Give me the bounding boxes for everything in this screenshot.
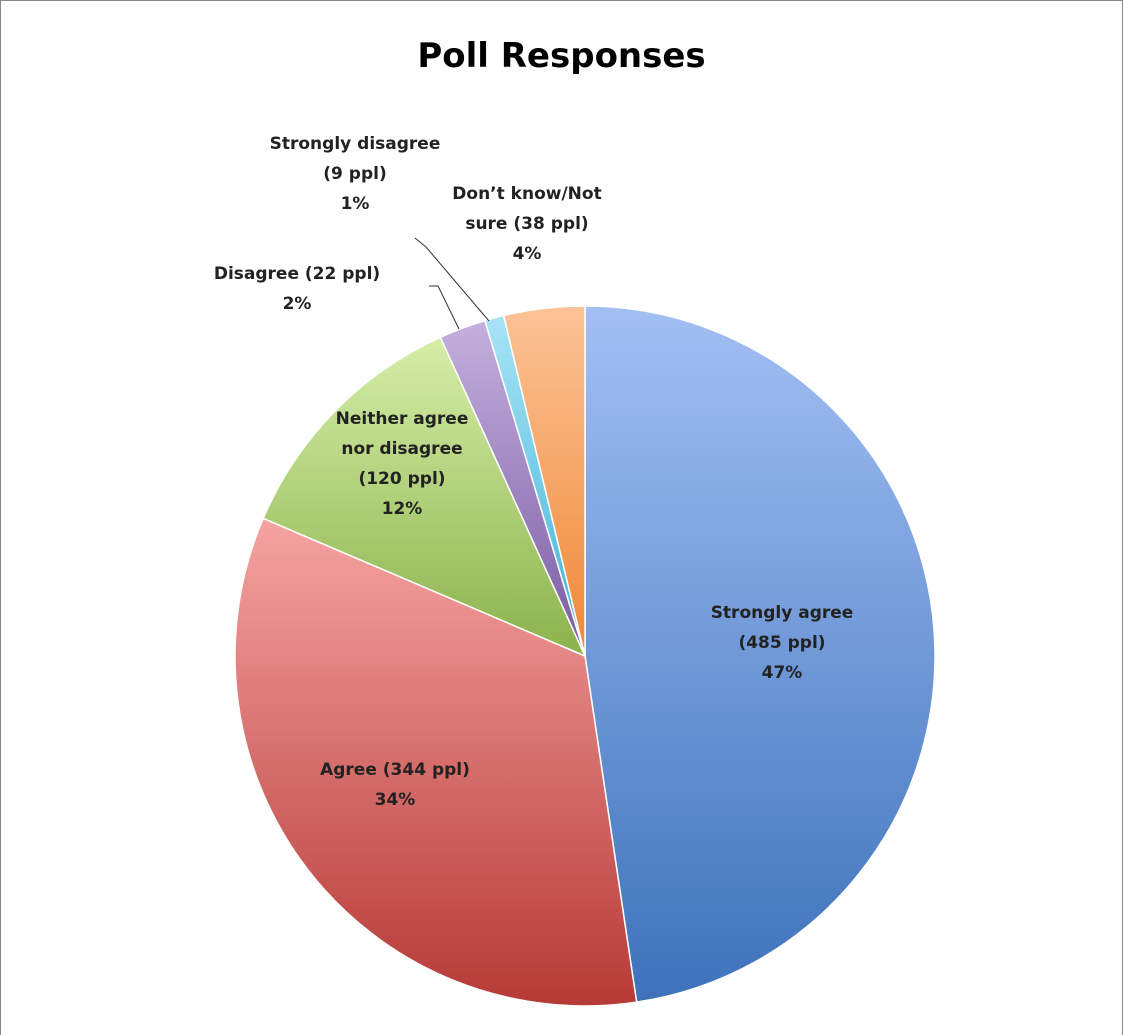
data-label-line: sure (38 ppl) (465, 214, 588, 234)
data-label: Don’t know/Not sure (38 ppl) 4% (452, 184, 601, 264)
data-label-line: 2% (283, 294, 312, 314)
data-label-line: Don’t know/Not (452, 184, 601, 204)
data-label-line: Agree (344 ppl) (320, 760, 470, 780)
leader-line (414, 237, 490, 322)
data-label: Strongly disagree (9 ppl) 1% (270, 134, 441, 214)
data-label-line: nor disagree (341, 439, 462, 459)
pie-slice-don-t-know-not-sure (502, 305, 586, 657)
pie-slice-neither-agree-nor-disagree (262, 336, 587, 658)
data-label-line: (485 ppl) (738, 633, 825, 653)
data-label: Disagree (22 ppl) 2% (214, 264, 380, 314)
chart-title: Poll Responses (417, 36, 706, 76)
data-label-line: (120 ppl) (358, 469, 445, 489)
data-label-line: 4% (513, 244, 542, 264)
data-label-line: Strongly agree (711, 603, 854, 623)
data-label-line: Disagree (22 ppl) (214, 264, 380, 284)
pie-slice-strongly-agree (584, 305, 936, 1004)
data-label-line: 12% (382, 499, 423, 519)
data-label: Strongly agree (485 ppl) 47% (711, 603, 854, 683)
leader-line (429, 285, 460, 330)
data-label-line: Strongly disagree (270, 134, 441, 154)
data-label-line: 1% (341, 194, 370, 214)
data-label: Agree (344 ppl) 34% (320, 760, 470, 810)
pie-slice-agree (234, 517, 638, 1007)
data-label-line: (9 ppl) (323, 164, 386, 184)
data-label-line: Neither agree (336, 409, 469, 429)
data-label-line: 47% (762, 663, 803, 683)
data-label-line: 34% (375, 790, 416, 810)
data-label: Neither agree nor disagree (120 ppl) 12% (336, 409, 469, 519)
